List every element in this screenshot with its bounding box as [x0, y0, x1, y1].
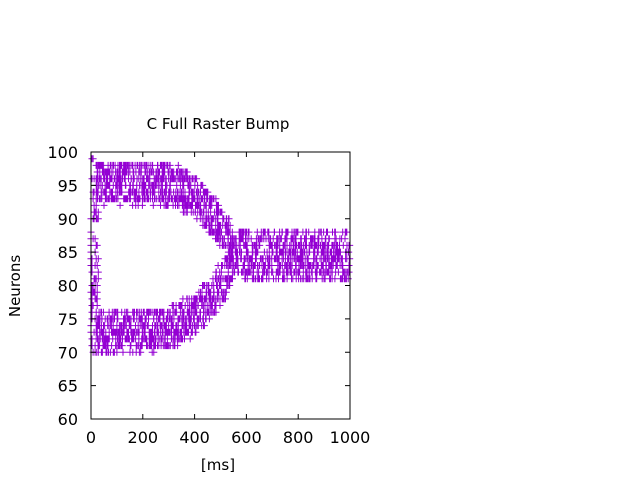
y-tick-label: 65: [58, 377, 78, 396]
y-tick-label: 90: [58, 210, 78, 229]
x-tick-label: 200: [128, 428, 159, 447]
y-tick-label: 60: [58, 410, 78, 429]
x-axis-label: [ms]: [201, 456, 235, 474]
raster-points: [87, 155, 354, 356]
y-tick-label: 80: [58, 277, 78, 296]
chart-title: C Full Raster Bump: [147, 115, 290, 133]
y-axis-label: Neurons: [6, 255, 24, 317]
x-tick-label: 800: [283, 428, 314, 447]
y-tick-label: 95: [58, 176, 78, 195]
y-tick-label: 75: [58, 310, 78, 329]
y-axis: 60 65 70 75 80 85 90 95 100: [47, 143, 350, 429]
x-tick-label: 0: [86, 428, 96, 447]
y-tick-label: 85: [58, 243, 78, 262]
raster-spikes: [87, 155, 354, 356]
x-tick-label: 600: [231, 428, 262, 447]
x-tick-label: 400: [179, 428, 210, 447]
y-tick-label: 70: [58, 343, 78, 362]
x-axis: 0 200 400 600 800 1000: [86, 152, 370, 447]
x-tick-label: 1000: [330, 428, 371, 447]
y-tick-label: 100: [47, 143, 78, 162]
